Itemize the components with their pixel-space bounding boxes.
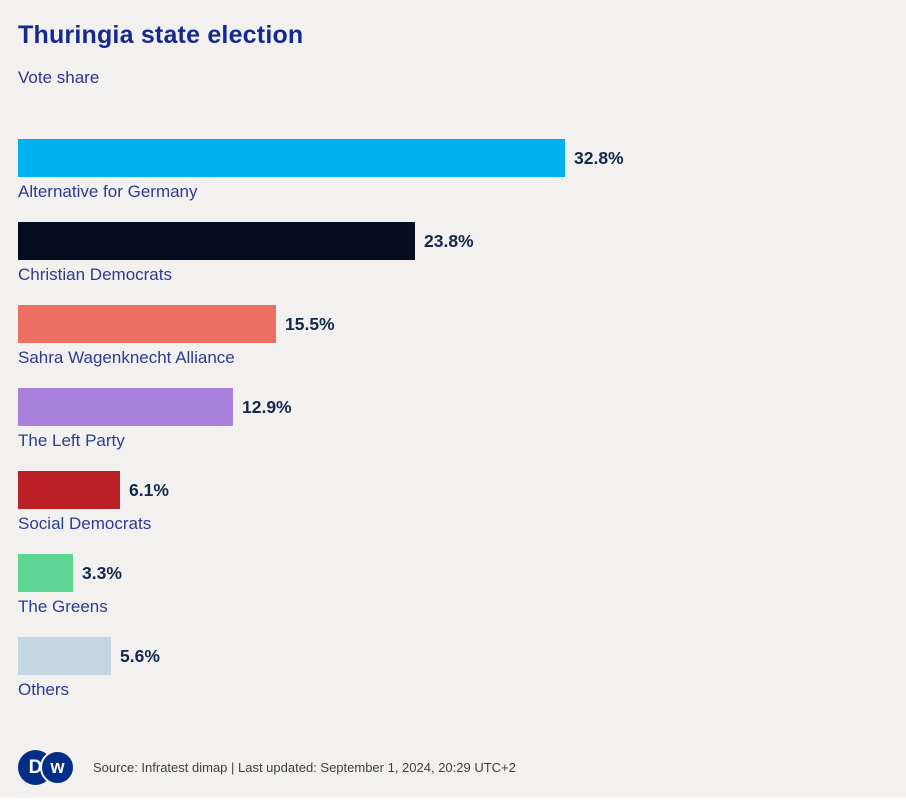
bar-value-label: 5.6% <box>120 645 160 666</box>
dw-logo-d-letter: D <box>28 756 43 778</box>
bar-category-label: Christian Democrats <box>18 265 172 284</box>
bar-value-label: 15.5% <box>285 313 335 334</box>
bar-category-label: The Greens <box>18 597 108 616</box>
dw-logo: D w <box>18 750 75 785</box>
bar-line: 3.3% <box>18 554 888 592</box>
bar-chart: 32.8% Alternative for Germany 23.8% Christi… <box>18 139 888 703</box>
bar-category-label: The Left Party <box>18 431 125 450</box>
bar-value-label: 23.8% <box>424 230 474 251</box>
bar-line: 15.5% <box>18 305 888 343</box>
bar-row: 15.5% Sahra Wagenknecht Alliance <box>18 305 888 371</box>
bar-line: 5.6% <box>18 637 888 675</box>
bar-segment <box>18 305 276 343</box>
bar-row: 23.8% Christian Democrats <box>18 222 888 288</box>
bar-row: 3.3% The Greens <box>18 554 888 620</box>
bar-line: 23.8% <box>18 222 888 260</box>
bar-segment <box>18 471 120 509</box>
bottom-divider <box>0 798 906 802</box>
source-text: Source: Infratest dimap | Last updated: … <box>93 759 516 775</box>
bar-category-label: Social Democrats <box>18 514 152 533</box>
bar-value-label: 32.8% <box>574 147 624 168</box>
bar-segment <box>18 139 565 177</box>
dw-logo-w-letter: w <box>50 757 65 777</box>
bar-segment <box>18 637 111 675</box>
bar-segment <box>18 554 73 592</box>
bar-segment <box>18 222 415 260</box>
bar-category-label: Sahra Wagenknecht Alliance <box>18 348 235 367</box>
bar-row: 12.9% The Left Party <box>18 388 888 454</box>
bar-row: 5.6% Others <box>18 637 888 703</box>
page-title: Thuringia state election <box>18 21 304 49</box>
bar-value-label: 3.3% <box>82 562 122 583</box>
bar-value-label: 12.9% <box>242 396 292 417</box>
dw-logo-w-circle: w <box>40 750 75 785</box>
bar-line: 6.1% <box>18 471 888 509</box>
bar-value-label: 6.1% <box>129 479 169 500</box>
bar-category-label: Alternative for Germany <box>18 182 198 201</box>
bar-row: 6.1% Social Democrats <box>18 471 888 537</box>
footer: D w Source: Infratest dimap | Last updat… <box>18 750 516 785</box>
bar-row: 32.8% Alternative for Germany <box>18 139 888 205</box>
bar-line: 12.9% <box>18 388 888 426</box>
bar-line: 32.8% <box>18 139 888 177</box>
chart-subtitle: Vote share <box>18 68 100 87</box>
bar-segment <box>18 388 233 426</box>
bar-category-label: Others <box>18 680 70 699</box>
